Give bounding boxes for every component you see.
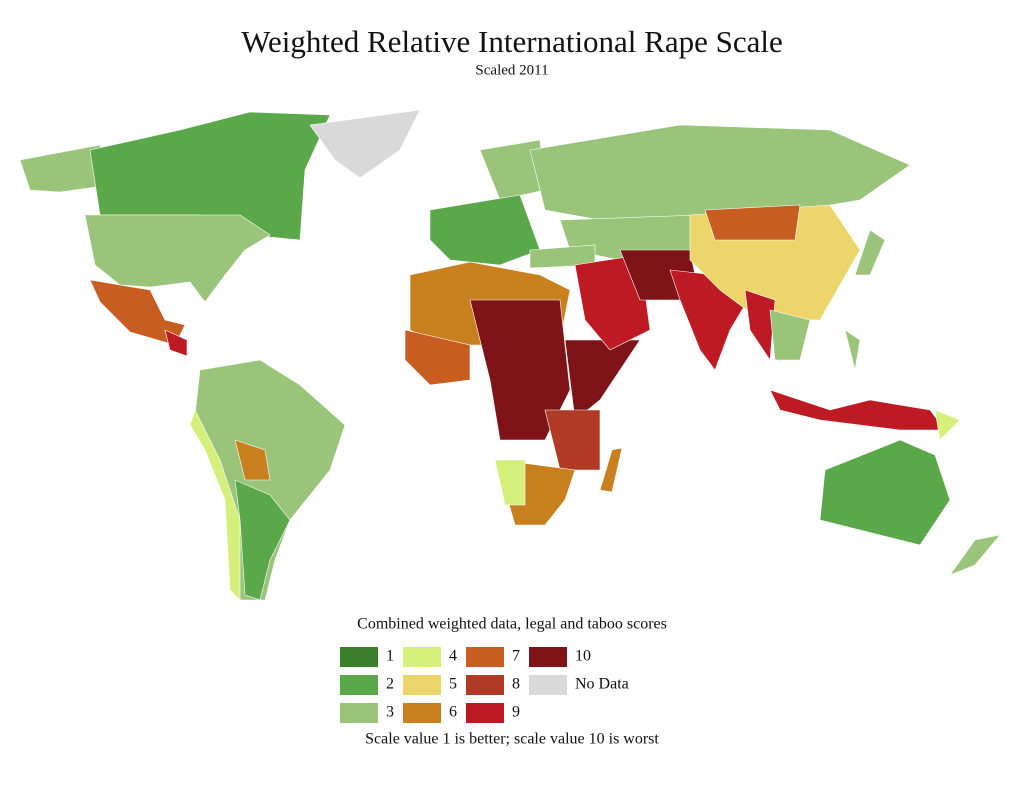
region-mexico [89, 279, 186, 346]
legend-swatch [466, 647, 504, 667]
legend-swatch [403, 675, 441, 695]
world-map [19, 109, 1001, 601]
legend-swatch [403, 647, 441, 667]
legend-label: 2 [386, 676, 394, 693]
region-usa [84, 214, 271, 303]
legend-swatch [466, 675, 504, 695]
legend-label: No Data [575, 676, 629, 693]
legend-label: 9 [512, 704, 520, 721]
legend-swatch [529, 647, 567, 667]
region-argentina [234, 479, 291, 601]
region-mongolia [704, 204, 801, 241]
region-indonesia [769, 389, 946, 431]
legend-swatch [403, 703, 441, 723]
region-madagascar [599, 447, 623, 493]
region-russia [529, 124, 911, 221]
legend-label: 1 [386, 648, 394, 665]
legend-swatch [529, 675, 567, 695]
map-title: Weighted Relative International Rape Sca… [241, 24, 783, 59]
region-new-zealand [949, 534, 1001, 576]
legend-label: 10 [575, 648, 591, 665]
region-bolivia [234, 439, 271, 481]
region-papua-new-guinea [934, 409, 961, 441]
legend-swatch [340, 647, 378, 667]
region-australia [819, 439, 951, 546]
region-central-america [164, 329, 188, 357]
legend-label: 6 [449, 704, 457, 721]
legend-swatch [466, 703, 504, 723]
legend-note: Scale value 1 is better; scale value 10 … [365, 731, 659, 748]
legend: 1 2 3 4 5 6 7 8 9 10 No Data [340, 647, 629, 723]
region-central-africa [469, 299, 571, 441]
region-east-africa [544, 409, 601, 471]
map-subtitle: Scaled 2011 [475, 62, 548, 78]
region-horn-of-africa [564, 339, 641, 421]
region-myanmar [744, 289, 776, 361]
region-philippines [844, 329, 861, 371]
region-greenland [309, 109, 421, 179]
region-alaska [19, 144, 111, 193]
region-japan [854, 229, 886, 276]
legend-label: 5 [449, 676, 457, 693]
legend-label: 3 [386, 704, 394, 721]
region-andes [189, 409, 241, 601]
region-western-europe [429, 194, 541, 266]
legend-label: 8 [512, 676, 520, 693]
legend-label: 7 [512, 648, 520, 665]
legend-label: 4 [449, 648, 457, 665]
legend-swatch [340, 703, 378, 723]
region-indochina [769, 309, 811, 361]
region-west-africa [404, 329, 471, 386]
legend-title: Combined weighted data, legal and taboo … [357, 616, 667, 633]
legend-swatch [340, 675, 378, 695]
region-namibia [494, 459, 526, 506]
